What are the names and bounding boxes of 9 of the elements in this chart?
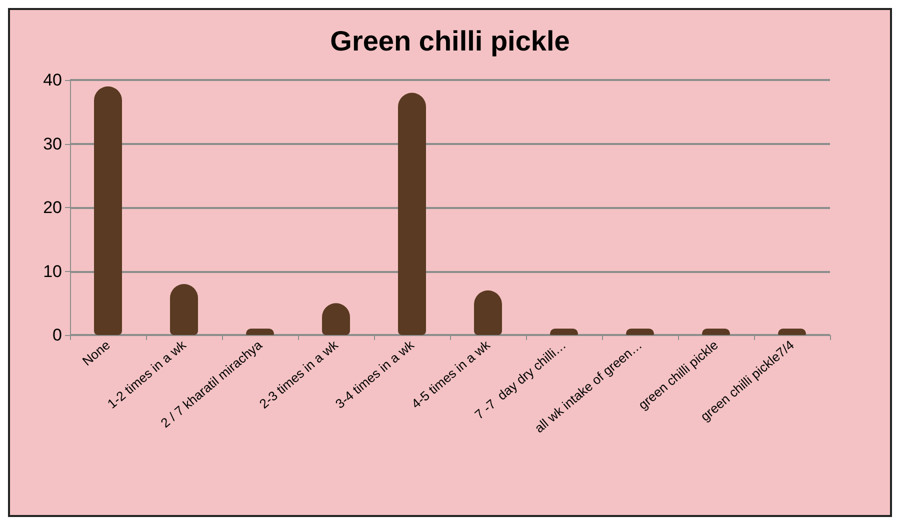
- bar: [94, 86, 122, 335]
- y-tick-label: 0: [52, 326, 62, 344]
- bar: [170, 284, 198, 335]
- bar: [398, 92, 426, 335]
- y-tick-label: 40: [43, 70, 62, 90]
- y-tick-label: 10: [43, 262, 62, 281]
- chart-title: Green chilli pickle: [330, 26, 570, 56]
- y-tick-label: 30: [43, 134, 62, 154]
- y-tick-label: 20: [43, 198, 62, 217]
